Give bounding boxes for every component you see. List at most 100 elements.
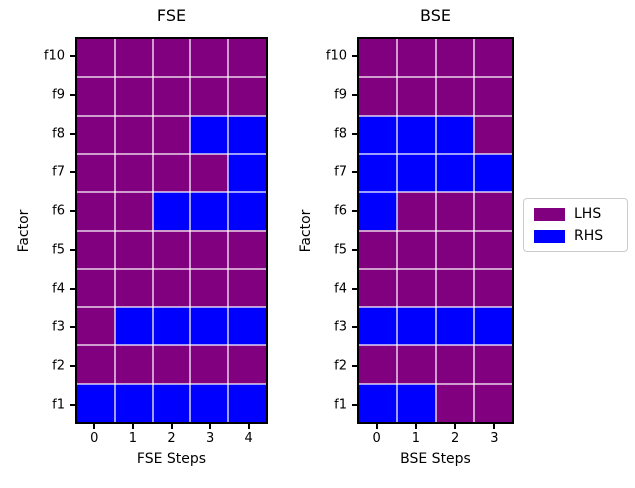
x-tick-label-1: 1: [128, 431, 138, 446]
y-tick-label-f2: f2: [52, 358, 65, 374]
y-tick-label-f10: f10: [325, 48, 347, 64]
y-tick-mark: [70, 287, 75, 290]
cell-f6-step2: [152, 192, 191, 231]
cell-f3-step0: [359, 307, 398, 346]
y-tick-mark: [352, 248, 357, 251]
cell-f5-step1: [397, 230, 436, 269]
cell-f4-step3: [473, 268, 512, 308]
heatmap-grid: [359, 39, 512, 422]
cell-f6-step0: [359, 192, 398, 231]
cell-f5-step0: [359, 230, 398, 269]
cell-f4-step0: [359, 268, 398, 308]
y-tick-mark: [70, 364, 75, 367]
x-tick-label-3: 3: [205, 431, 215, 446]
y-tick-mark: [352, 403, 357, 406]
cell-f8-step0: [359, 115, 398, 154]
cell-f2-step0: [77, 345, 115, 384]
cell-f9-step2: [152, 77, 191, 116]
cell-f5-step3: [190, 230, 229, 269]
y-tick-mark: [70, 210, 75, 213]
cell-f1-step0: [359, 383, 398, 422]
cell-f2-step1: [397, 345, 436, 384]
x-tick-mark: [93, 424, 96, 429]
y-tick-label-f1: f1: [52, 397, 65, 413]
cell-f8-step2: [152, 115, 191, 154]
y-tick-mark: [70, 403, 75, 406]
cell-f8-step2: [435, 115, 474, 154]
y-tick-mark: [70, 132, 75, 135]
cell-f9-step0: [77, 77, 115, 116]
cell-f9-step2: [435, 77, 474, 116]
cell-f3-step0: [77, 307, 115, 346]
cell-f6-step1: [397, 192, 436, 231]
cell-f8-step1: [397, 115, 436, 154]
x-tick-mark: [247, 424, 250, 429]
cell-f6-step0: [77, 192, 115, 231]
cell-f10-step1: [397, 39, 436, 78]
x-tick-label-1: 1: [411, 431, 421, 446]
x-tick-mark: [454, 424, 457, 429]
y-tick-label-f4: f4: [52, 281, 65, 297]
cell-f1-step2: [152, 383, 191, 422]
cell-f10-step3: [190, 39, 229, 78]
cell-f7-step2: [435, 153, 474, 193]
cell-f1-step0: [77, 383, 115, 422]
bse-axes-frame: [357, 37, 514, 424]
y-tick-mark: [352, 132, 357, 135]
x-tick-mark: [375, 424, 378, 429]
cell-f9-step3: [473, 77, 512, 116]
cell-f9-step1: [397, 77, 436, 116]
cell-f6-step3: [473, 192, 512, 231]
cell-f1-step3: [473, 383, 512, 422]
cell-f8-step3: [473, 115, 512, 154]
x-tick-label-0: 0: [90, 431, 99, 446]
cell-f3-step1: [114, 307, 153, 346]
cell-f4-step1: [397, 268, 436, 308]
fse-x-axis-label: FSE Steps: [136, 451, 207, 467]
cell-f4-step2: [435, 268, 474, 308]
cell-f9-step3: [190, 77, 229, 116]
y-tick-label-f9: f9: [52, 87, 65, 103]
cell-f10-step4: [228, 39, 266, 78]
cell-f3-step1: [397, 307, 436, 346]
cell-f10-step2: [435, 39, 474, 78]
x-tick-mark: [170, 424, 173, 429]
y-tick-label-f1: f1: [334, 397, 347, 413]
cell-f7-step4: [228, 153, 266, 193]
y-tick-label-f3: f3: [334, 319, 347, 335]
cell-f6-step3: [190, 192, 229, 231]
cell-f5-step2: [152, 230, 191, 269]
cell-f5-step1: [114, 230, 153, 269]
cell-f7-step0: [77, 153, 115, 193]
cell-f8-step0: [77, 115, 115, 154]
y-tick-label-f2: f2: [334, 358, 347, 374]
cell-f4-step2: [152, 268, 191, 308]
y-tick-label-f5: f5: [52, 242, 65, 258]
cell-f7-step0: [359, 153, 398, 193]
cell-f3-step2: [435, 307, 474, 346]
cell-f2-step3: [190, 345, 229, 384]
y-tick-mark: [70, 326, 75, 329]
cell-f9-step0: [359, 77, 398, 116]
cell-f7-step1: [397, 153, 436, 193]
cell-f6-step4: [228, 192, 266, 231]
lhs-color-swatch: [534, 207, 565, 221]
cell-f4-step0: [77, 268, 115, 308]
cell-f6-step2: [435, 192, 474, 231]
cell-f10-step0: [359, 39, 398, 78]
cell-f10-step2: [152, 39, 191, 78]
y-tick-label-f3: f3: [52, 319, 65, 335]
cell-f7-step3: [190, 153, 229, 193]
cell-f4-step3: [190, 268, 229, 308]
y-tick-label-f7: f7: [334, 164, 347, 180]
y-tick-mark: [70, 248, 75, 251]
cell-f10-step0: [77, 39, 115, 78]
fse-title: FSE: [156, 6, 187, 25]
y-tick-mark: [70, 94, 75, 97]
cell-f3-step2: [152, 307, 191, 346]
x-tick-label-2: 2: [450, 431, 460, 446]
y-tick-mark: [352, 94, 357, 97]
cell-f3-step3: [473, 307, 512, 346]
bse-y-axis-label: Factor: [298, 209, 314, 252]
y-tick-label-f8: f8: [52, 126, 65, 142]
